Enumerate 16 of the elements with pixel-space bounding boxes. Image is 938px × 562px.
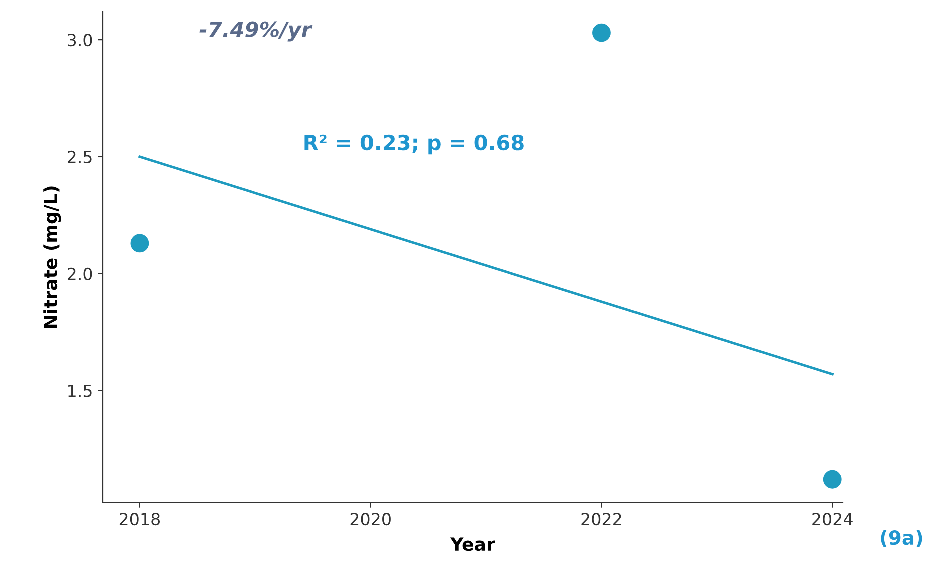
x-tick-label: 2024	[812, 513, 853, 526]
text: (9a)	[881, 530, 922, 548]
y-tick-label: 2.0	[68, 268, 92, 280]
x-tick-label: 2018	[120, 513, 160, 526]
point	[592, 24, 611, 42]
point	[823, 470, 842, 489]
annotation: -7.49%/yr	[200, 22, 313, 42]
point	[130, 234, 150, 253]
x-tick-label: 2022	[582, 513, 622, 526]
annotation: R² = 0.23; p = 0.68	[304, 134, 524, 155]
y-tick-label: 1.5	[68, 384, 92, 398]
y-tick-label: 2.5	[68, 150, 92, 164]
y-axis-title: Nitrate (mg/L)	[44, 186, 62, 328]
x-axis-title: Year	[450, 538, 496, 552]
y-tick-label: 3.0	[68, 34, 92, 47]
x-tick-label: 2020	[350, 513, 391, 526]
